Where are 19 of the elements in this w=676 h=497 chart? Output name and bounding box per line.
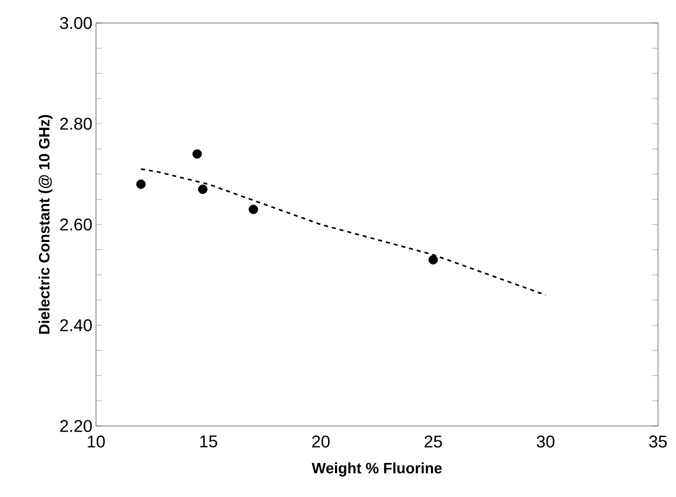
x-tick-label: 25 [424,436,442,448]
point [192,149,202,159]
point [136,180,146,189]
point [198,184,208,194]
y-tick-label: 2.60 [60,218,92,231]
y-tick-label: 3.00 [60,16,92,30]
x-tick-label: 15 [200,436,218,448]
x-axis-title: Weight % Fluorine [312,462,442,476]
x-tick-label: 35 [649,436,667,448]
y-tick-label: 2.80 [60,118,92,130]
x-tick-label: 20 [312,436,330,448]
line-series [140,168,546,296]
y-tick-label: 2.40 [60,319,92,332]
x-tick-label: 30 [536,436,554,448]
x-tick-label: 10 [88,436,105,448]
point [428,255,438,264]
y-tick-label: 2.20 [60,420,92,432]
point [248,204,258,214]
y-axis-title: Dielectric Constant (@ 10 GHz) [38,115,53,334]
